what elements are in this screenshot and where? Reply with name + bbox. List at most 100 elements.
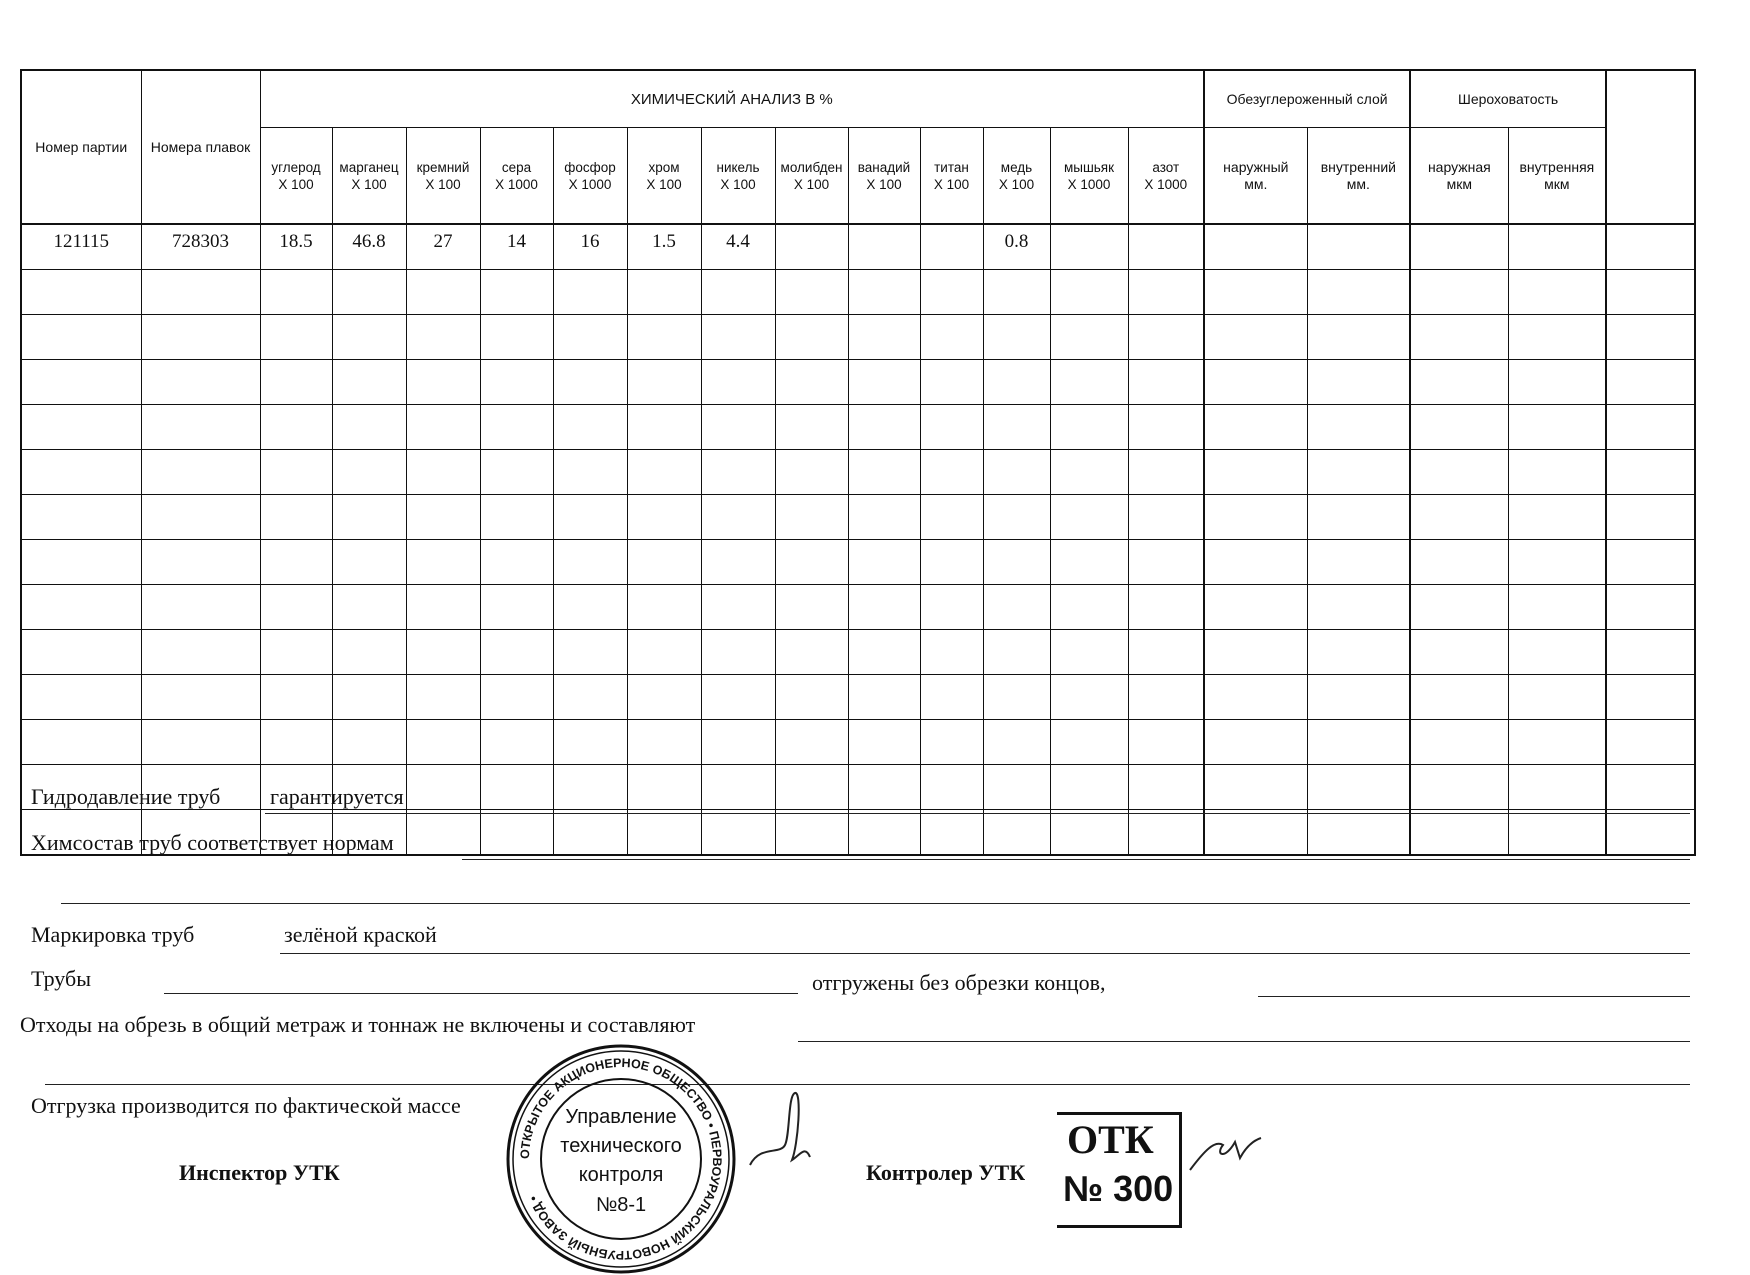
- controller-label: Контролер УТК: [866, 1160, 1026, 1185]
- table-cell: [1605, 314, 1696, 360]
- table-cell: [1127, 314, 1205, 360]
- header-blank: [1605, 69, 1696, 225]
- table-cell: [982, 629, 1051, 675]
- table-cell: [1507, 449, 1607, 495]
- table-row: [20, 629, 1696, 675]
- chem-col-mult: Х 100: [720, 176, 756, 192]
- table-cell: [774, 269, 849, 315]
- table-cell: [1409, 404, 1509, 450]
- table-cell: [626, 359, 702, 405]
- table-cell: [479, 449, 554, 495]
- table-cell: [479, 584, 554, 630]
- table-cell: [1507, 809, 1607, 856]
- table-cell: 46.8: [331, 223, 407, 270]
- table-cell: [1203, 269, 1308, 315]
- table-cell: [1306, 314, 1411, 360]
- table-cell: [919, 719, 984, 765]
- table-cell: [1306, 629, 1411, 675]
- table-cell: [982, 674, 1051, 720]
- otk-stamp-line-2: № 300: [1063, 1168, 1174, 1209]
- table-cell: [1306, 809, 1411, 856]
- chem-line: [462, 859, 1690, 860]
- table-cell: [331, 629, 407, 675]
- chem-col-mult: Х 100: [278, 176, 314, 192]
- table-cell: [1306, 359, 1411, 405]
- header-chem-col: хром Х 100: [626, 127, 702, 225]
- table-cell: [405, 584, 481, 630]
- table-cell: [1605, 764, 1696, 810]
- header-decarb-col: наружный мм.: [1203, 127, 1308, 225]
- table-cell: [774, 764, 849, 810]
- table-cell: [405, 269, 481, 315]
- table-cell: [982, 404, 1051, 450]
- table-cell: [20, 809, 142, 856]
- table-cell: [552, 584, 628, 630]
- table-cell: [982, 269, 1051, 315]
- table-cell: [552, 314, 628, 360]
- marking-label: Маркировка труб: [31, 922, 195, 947]
- chem-col-mult: Х 100: [351, 176, 387, 192]
- table-cell: [1306, 584, 1411, 630]
- table-cell: [405, 404, 481, 450]
- table-row: [20, 449, 1696, 495]
- header-chem-col: ванадий Х 100: [847, 127, 921, 225]
- table-cell: 1.5: [626, 223, 702, 270]
- table-cell: [1507, 223, 1607, 270]
- table-cell: [405, 539, 481, 585]
- table-cell: [1127, 809, 1205, 856]
- table-cell: [1127, 719, 1205, 765]
- table-cell: [1127, 359, 1205, 405]
- table-cell: [1127, 494, 1205, 540]
- table-row: [20, 809, 1696, 856]
- header-chem-col: медь Х 100: [982, 127, 1051, 225]
- table-cell: [20, 494, 142, 540]
- table-cell: [774, 719, 849, 765]
- stamp-line-1: Управление: [565, 1106, 676, 1128]
- header-chemical-analysis: ХИМИЧЕСКИЙ АНАЛИЗ В %: [259, 69, 1205, 128]
- table-cell: [626, 494, 702, 540]
- table-cell: [552, 809, 628, 856]
- table-cell: [1049, 719, 1129, 765]
- table-cell: [919, 764, 984, 810]
- table-cell: [982, 539, 1051, 585]
- table-cell: [1605, 719, 1696, 765]
- table-cell: [1605, 539, 1696, 585]
- table-cell: [1127, 269, 1205, 315]
- table-cell: [259, 494, 333, 540]
- table-cell: [20, 719, 142, 765]
- table-cell: [405, 629, 481, 675]
- header-chem-col: кремний Х 100: [405, 127, 481, 225]
- table-cell: [1409, 269, 1509, 315]
- table-cell: [552, 764, 628, 810]
- waste-label: Отходы на обрезь в общий метраж и тоннаж…: [20, 1012, 696, 1037]
- pipes-label: Трубы: [31, 966, 91, 991]
- table-cell: [919, 269, 984, 315]
- table-cell: [626, 629, 702, 675]
- table-cell: [847, 314, 921, 360]
- table-cell: [1049, 629, 1129, 675]
- table-cell: [1127, 404, 1205, 450]
- table-cell: [919, 494, 984, 540]
- table-cell: [919, 629, 984, 675]
- table-cell: [140, 449, 261, 495]
- table-cell: [847, 674, 921, 720]
- table-cell: [405, 494, 481, 540]
- header-chem-col: мышьяк Х 1000: [1049, 127, 1129, 225]
- table-cell: [1049, 404, 1129, 450]
- inspector-label: Инспектор УТК: [179, 1160, 340, 1185]
- table-cell: [982, 719, 1051, 765]
- table-cell: [1127, 764, 1205, 810]
- table-cell: [1507, 269, 1607, 315]
- table-cell: [1409, 809, 1509, 856]
- table-cell: [259, 404, 333, 450]
- table-cell: [1127, 223, 1205, 270]
- table-cell: [1409, 764, 1509, 810]
- header-chem-col: молибден Х 100: [774, 127, 849, 225]
- chem-col-name: углерод: [271, 159, 321, 175]
- round-stamp: ОТКРЫТОЕ АКЦИОНЕРНОЕ ОБЩЕСТВО • ПЕРВОУРА…: [506, 1044, 736, 1274]
- header-roughness: Шероховатость: [1409, 69, 1607, 128]
- table-cell: [700, 269, 776, 315]
- chem-col-name: фосфор: [564, 159, 616, 175]
- chem-col-mult: Х 1000: [568, 176, 612, 192]
- table-cell: [552, 449, 628, 495]
